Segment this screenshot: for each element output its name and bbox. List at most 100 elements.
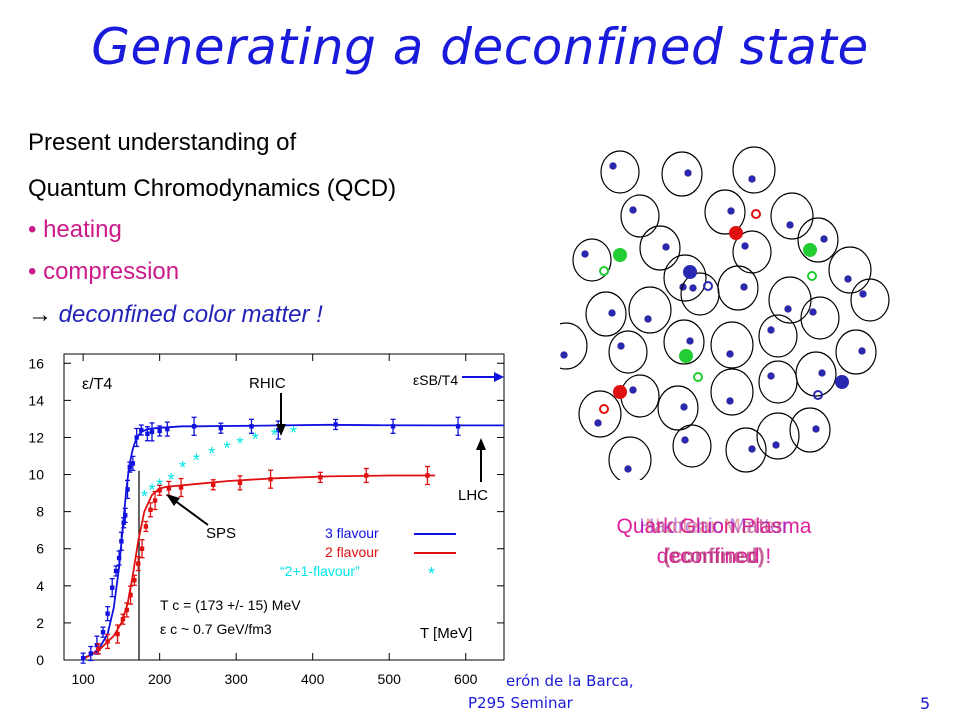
data-point — [268, 476, 273, 482]
hadron-bubble — [628, 286, 672, 334]
data-point — [166, 486, 172, 491]
gluon-dot — [683, 265, 697, 279]
quark-dot — [820, 235, 828, 243]
data-point — [120, 617, 126, 622]
legend-2-flavour: 2 flavour — [325, 544, 379, 560]
hadron-bubble — [639, 225, 681, 271]
x-tick-label: 600 — [454, 671, 478, 687]
data-point — [100, 629, 106, 635]
hadron-bubble — [600, 150, 640, 194]
lhc-arrowhead-icon — [476, 438, 486, 450]
overlay-nuclear-title: Nuclear Matter — [645, 515, 783, 538]
hadron-bubble — [710, 368, 754, 416]
antiquark-ring — [807, 271, 817, 281]
data-point — [211, 482, 216, 487]
footer-author: erón de la Barca, — [506, 672, 634, 690]
data-point — [116, 555, 122, 561]
hadron-bubble — [585, 291, 627, 337]
hadron-bubble — [797, 217, 839, 263]
hadron-bubble — [835, 329, 877, 375]
hadron-bubble — [710, 321, 754, 369]
quark-dot — [629, 206, 637, 214]
sps-arrowhead-icon — [166, 494, 180, 506]
hadron-bubble — [560, 322, 588, 370]
data-point-star: * — [290, 423, 297, 443]
y-tick-label: 14 — [28, 392, 44, 408]
data-point — [165, 426, 170, 432]
data-point — [237, 480, 243, 486]
plot-frame — [63, 353, 505, 661]
data-point — [143, 524, 149, 529]
gluon-dot — [613, 248, 627, 262]
legend-2plus1-flavour: “2+1-flavour” — [280, 563, 360, 579]
quark-dot — [844, 275, 852, 283]
slide-title: Generating a deconfined state — [91, 18, 869, 76]
legend-2plus1-marker-icon: * — [428, 564, 435, 584]
quark-gluon-illustration — [560, 146, 890, 480]
conclusion-line: → deconfined color matter ! — [28, 303, 323, 327]
hadron-bubble — [770, 192, 814, 240]
bullet-heating: • heating — [28, 216, 122, 243]
x-tick-label: 500 — [378, 671, 402, 687]
hadron-bubble — [717, 265, 759, 311]
rhic-arrowhead-icon — [276, 424, 286, 436]
quark-dot — [726, 350, 734, 358]
overlay-hadronic-sub: (confined) — [663, 545, 765, 568]
hadron-bubble — [657, 385, 699, 431]
data-point-star: * — [141, 487, 148, 507]
data-point — [139, 427, 144, 433]
antiquark-ring — [693, 372, 703, 382]
data-point — [88, 651, 93, 656]
data-point — [455, 424, 461, 429]
data-point — [96, 646, 101, 652]
x-tick-label: 200 — [148, 671, 172, 687]
data-point — [249, 424, 254, 429]
hadron-bubble — [850, 278, 890, 322]
y-tick-label: 10 — [28, 467, 44, 483]
data-point-star: * — [271, 426, 278, 446]
quark-dot — [772, 441, 780, 449]
series-3-flavour-line — [82, 423, 504, 659]
gluon-dot — [803, 243, 817, 257]
data-point — [124, 607, 129, 613]
quark-dot — [812, 425, 820, 433]
quark-dot — [689, 284, 697, 292]
quark-dot — [767, 372, 775, 380]
hadron-bubble — [608, 436, 652, 480]
quark-dot — [809, 308, 817, 316]
hadron-bubble — [789, 407, 831, 453]
quark-dot — [560, 351, 568, 359]
esb-arrowhead-icon — [494, 372, 504, 382]
antiquark-ring — [703, 281, 713, 291]
hadron-bubble — [758, 360, 798, 404]
data-point-star: * — [179, 458, 186, 478]
sps-label: SPS — [206, 525, 236, 542]
lhc-label: LHC — [458, 487, 488, 504]
quark-dot — [818, 369, 826, 377]
overlay-qgp-title: Quark Gluon Plasma — [616, 515, 812, 538]
data-point-star: * — [156, 476, 163, 496]
quark-dot — [686, 337, 694, 345]
y-tick-label: 4 — [36, 578, 44, 594]
ec-annotation: ε c ~ 0.7 GeV/fm3 — [160, 621, 272, 637]
y-tick-label: 16 — [28, 355, 44, 371]
quark-dot — [609, 162, 617, 170]
data-point — [276, 427, 281, 433]
data-point — [364, 473, 369, 478]
hadron-bubble — [572, 238, 612, 282]
y-axis-label: ε/T4 — [82, 376, 112, 393]
hadron-bubble — [663, 254, 707, 302]
hadron-bubble — [704, 189, 746, 235]
gluon-dot — [679, 349, 693, 363]
data-point-star: * — [208, 444, 215, 464]
gluon-dot — [613, 385, 627, 399]
quark-dot — [681, 436, 689, 444]
data-point-star: * — [236, 434, 243, 454]
esb-label: εSB/T4 — [413, 372, 458, 388]
rhic-label: RHIC — [249, 375, 286, 392]
quark-dot — [786, 221, 794, 229]
quark-dot — [741, 242, 749, 250]
legend-3-flavour: 3 flavour — [325, 525, 379, 541]
y-tick-label: 6 — [36, 541, 44, 557]
